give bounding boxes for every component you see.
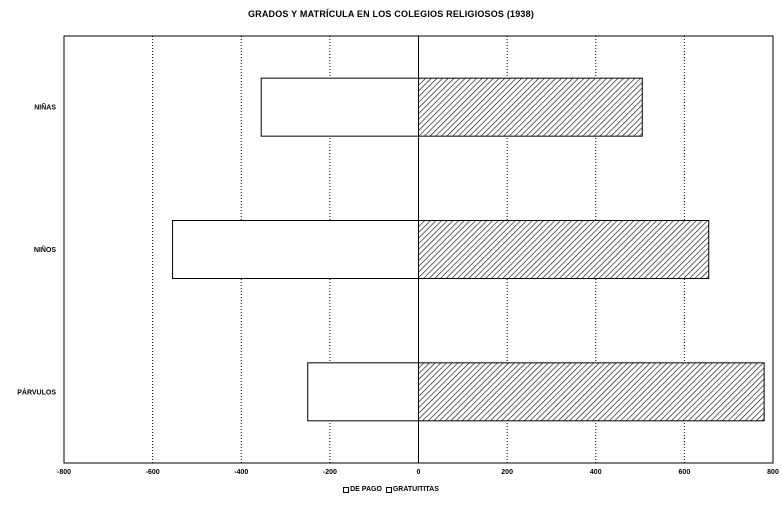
- legend-swatch-gratuititas: [385, 486, 392, 493]
- legend-item-gratuititas: GRATUITITAS: [385, 486, 439, 493]
- x-tick-label: 800: [767, 469, 779, 476]
- bar-de-pago: [260, 77, 419, 137]
- x-tick-label: -200: [323, 469, 337, 476]
- legend-item-de-pago: DE PAGO: [343, 486, 382, 493]
- legend-swatch-de-pago: [343, 486, 350, 493]
- chart-title: GRADOS Y MATRÍCULA EN LOS COLEGIOS RELIG…: [247, 9, 535, 19]
- legend-label-de-pago: DE PAGO: [350, 486, 382, 493]
- category-labels: NIÑAS NIÑOS PÁRVULOS: [17, 103, 56, 397]
- x-tick-labels: -800 -600 -400 -200 0 200 400 600 800: [57, 469, 779, 476]
- x-tick-label: 0: [417, 469, 421, 476]
- bar-de-pago: [307, 362, 419, 422]
- bars: [172, 77, 765, 422]
- bar-de-pago: [172, 220, 419, 279]
- x-tick-label: 400: [590, 469, 602, 476]
- bar-gratuititas: [418, 77, 643, 137]
- bar-gratuititas: [418, 220, 710, 279]
- category-label: PÁRVULOS: [17, 387, 56, 396]
- x-tick-label: -800: [57, 469, 71, 476]
- bar-gratuititas: [418, 362, 765, 422]
- legend-label-gratuititas: GRATUITITAS: [392, 486, 439, 493]
- category-label: NIÑAS: [34, 103, 56, 112]
- x-tick-label: 200: [501, 469, 513, 476]
- category-label: NIÑOS: [34, 245, 57, 254]
- x-tick-label: -600: [146, 469, 160, 476]
- x-tick-label: 600: [679, 469, 691, 476]
- legend: DE PAGO GRATUITITAS: [0, 486, 782, 495]
- x-tick-label: -400: [234, 469, 248, 476]
